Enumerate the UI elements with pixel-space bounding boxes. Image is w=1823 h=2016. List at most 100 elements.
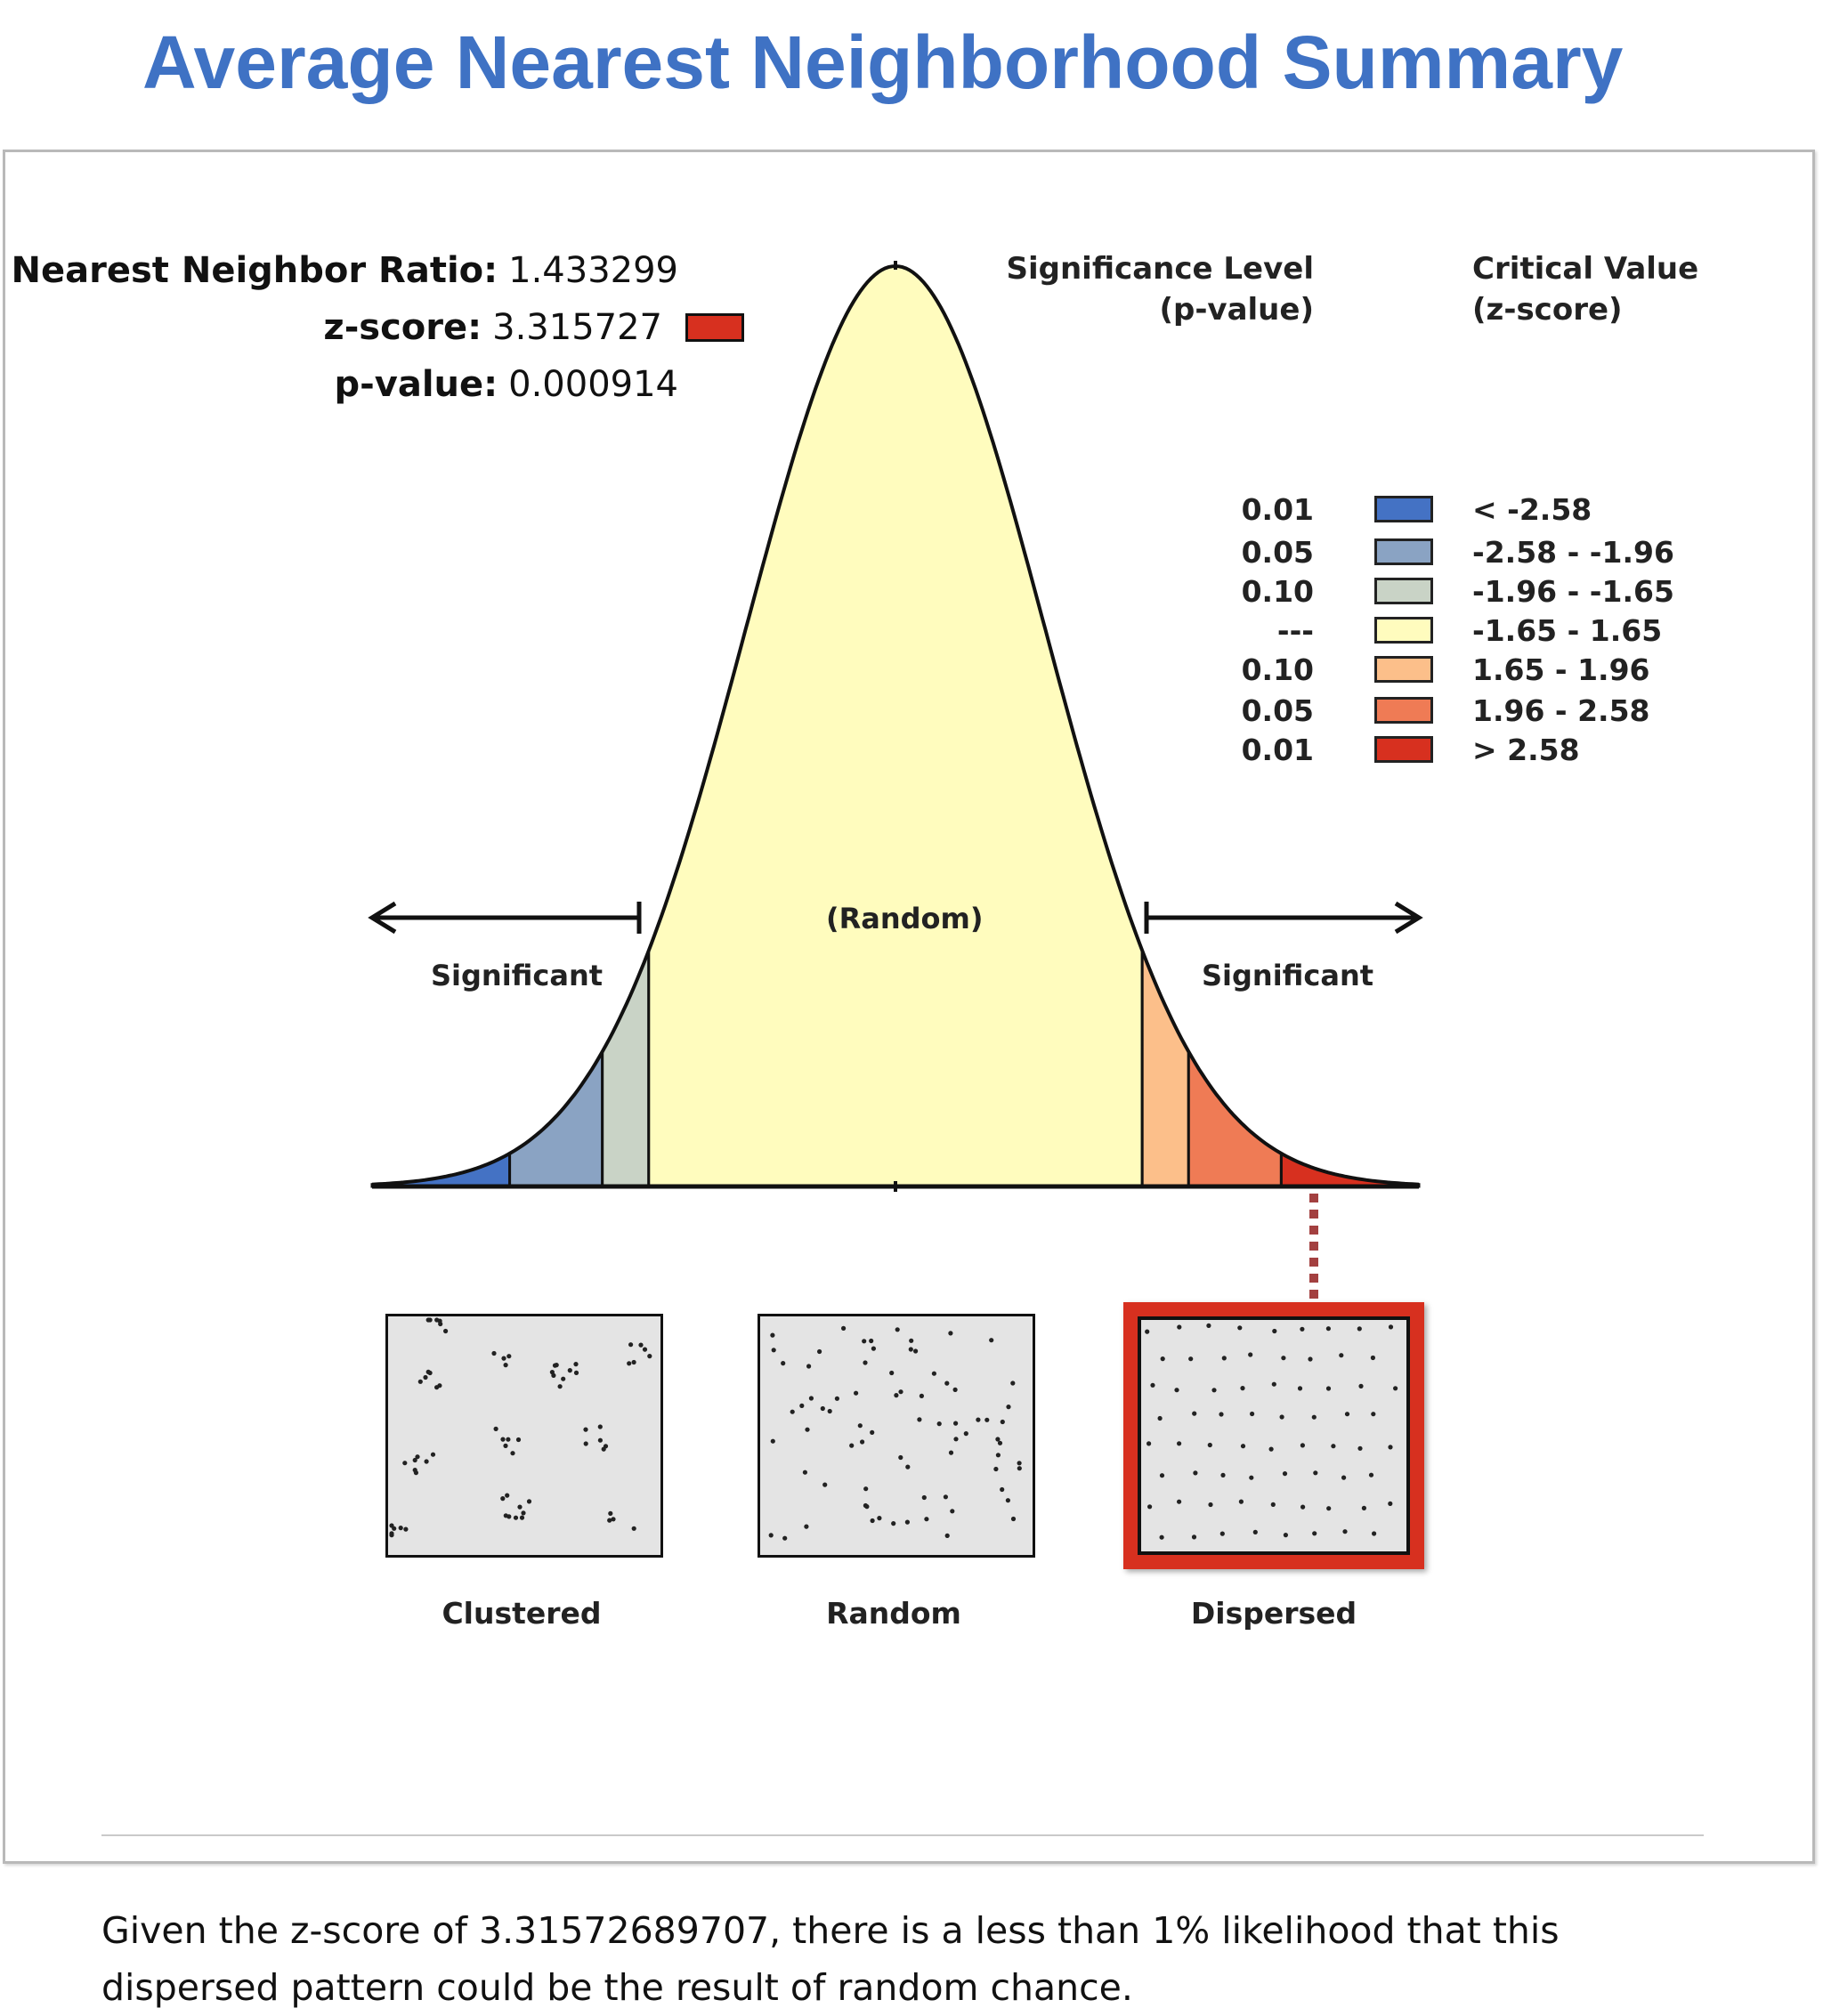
- dispersed-dot: [1146, 1441, 1152, 1446]
- cluster-dot: [503, 1363, 508, 1368]
- stats-block: Nearest Neighbor Ratio: 1.433299 z-score…: [5, 250, 744, 428]
- random-dot: [898, 1454, 903, 1461]
- random-dot: [1000, 1486, 1005, 1493]
- random-dot: [904, 1519, 910, 1525]
- dispersed-dot: [1249, 1475, 1254, 1480]
- random-dot: [953, 1421, 959, 1426]
- random-dot: [805, 1427, 810, 1432]
- ratio-label: Nearest Neighbor Ratio:: [11, 250, 498, 291]
- random-dot: [921, 1494, 927, 1501]
- random-dot: [862, 1339, 867, 1344]
- dispersed-dot: [1272, 1328, 1277, 1334]
- left-significance-arrow: [368, 901, 642, 935]
- page-title: Average Nearest Neighborhood Summary: [142, 20, 1624, 104]
- random-dot: [995, 1437, 1001, 1442]
- legend-row: 0.05 -2.58 - -1.96: [1189, 535, 1688, 571]
- dispersed-dot: [1159, 1534, 1164, 1540]
- cluster-dot: [425, 1317, 431, 1323]
- cluster-dot: [392, 1526, 397, 1531]
- dispersed-dot: [1177, 1499, 1182, 1504]
- random-dot: [799, 1403, 805, 1408]
- dispersed-dot: [1372, 1531, 1377, 1536]
- random-dot: [963, 1431, 968, 1437]
- p-value-value: 0.000914: [508, 364, 678, 405]
- legend-z-range: < -2.58: [1472, 492, 1592, 527]
- dispersed-dot: [1268, 1446, 1274, 1452]
- random-dot: [781, 1361, 786, 1366]
- cluster-dot: [583, 1441, 588, 1446]
- dispersed-dot: [1283, 1533, 1288, 1538]
- random-dot: [790, 1409, 795, 1414]
- dispersed-dot: [1393, 1386, 1398, 1391]
- divider: [101, 1834, 1704, 1836]
- cluster-dot: [583, 1427, 588, 1432]
- cluster-dot: [434, 1385, 440, 1390]
- random-dot: [1005, 1498, 1010, 1503]
- random-dot: [827, 1408, 832, 1414]
- cluster-dot: [389, 1531, 394, 1536]
- cluster-dot: [557, 1384, 563, 1389]
- random-dot: [820, 1405, 825, 1412]
- dispersed-dot: [1252, 1529, 1258, 1534]
- z-score-row: z-score: 3.315727: [323, 307, 744, 348]
- random-dot: [841, 1325, 847, 1331]
- cluster-dot: [412, 1468, 417, 1473]
- cluster-dot: [554, 1363, 559, 1368]
- dispersed-dot: [1160, 1356, 1165, 1362]
- dispersed-dot: [1192, 1411, 1197, 1416]
- legend-p-value: 0.05: [1241, 693, 1314, 728]
- random-dot: [770, 1332, 775, 1338]
- random-dot: [984, 1417, 990, 1422]
- dispersed-dot: [1357, 1326, 1362, 1332]
- cluster-dot: [425, 1369, 431, 1374]
- legend-z-range: > 2.58: [1472, 733, 1580, 767]
- random-dot: [863, 1502, 868, 1509]
- random-dot: [924, 1517, 929, 1522]
- legend-row: 0.01 < -2.58: [1189, 492, 1688, 528]
- cluster-dot: [506, 1514, 512, 1519]
- dispersed-dot: [1341, 1475, 1347, 1480]
- cluster-dot: [491, 1350, 497, 1356]
- random-dot: [1000, 1419, 1005, 1425]
- cluster-dot: [517, 1504, 523, 1510]
- dispersed-dot: [1368, 1472, 1374, 1478]
- random-dot: [863, 1360, 868, 1365]
- random-dot: [950, 1509, 955, 1514]
- random-dot: [953, 1437, 959, 1442]
- ratio-value: 1.433299: [508, 250, 678, 291]
- cluster-dot: [402, 1461, 408, 1466]
- dispersed-dot: [1344, 1412, 1350, 1417]
- random-dot: [948, 1450, 954, 1455]
- random-dot: [1010, 1380, 1016, 1386]
- random-dot: [909, 1338, 914, 1343]
- dispersed-dots: [1145, 1323, 1398, 1540]
- random-dot: [944, 1533, 950, 1538]
- random-dot: [782, 1535, 788, 1541]
- dispersed-dot: [1193, 1470, 1198, 1476]
- cluster-dot: [631, 1526, 636, 1531]
- p-value-row: p-value: 0.000914: [335, 364, 744, 405]
- random-dot: [976, 1417, 981, 1422]
- legend-swatch: [1374, 697, 1433, 724]
- cluster-dot: [515, 1437, 522, 1443]
- dispersed-dot: [1250, 1411, 1255, 1417]
- cluster-dot: [513, 1515, 519, 1520]
- random-dot: [889, 1370, 895, 1376]
- random-dot: [806, 1364, 812, 1369]
- dispersed-dot: [1191, 1534, 1197, 1540]
- random-label: Random: [826, 1596, 961, 1631]
- legend-swatch: [1374, 656, 1433, 683]
- random-dot: [770, 1438, 775, 1444]
- random-dot: [894, 1393, 899, 1398]
- cluster-dot: [607, 1518, 612, 1523]
- dispersed-dot: [1342, 1529, 1348, 1534]
- right-significant-label: Significant: [1202, 959, 1374, 992]
- dispersed-dot: [1159, 1473, 1165, 1478]
- random-dot: [913, 1348, 919, 1354]
- cluster-dot: [434, 1317, 440, 1323]
- random-dot: [808, 1396, 814, 1401]
- cluster-dot: [573, 1370, 579, 1375]
- legend-p-header-line1: Significance Level: [1006, 251, 1315, 287]
- random-dots: [768, 1325, 1022, 1541]
- left-significant-label: Significant: [431, 959, 604, 992]
